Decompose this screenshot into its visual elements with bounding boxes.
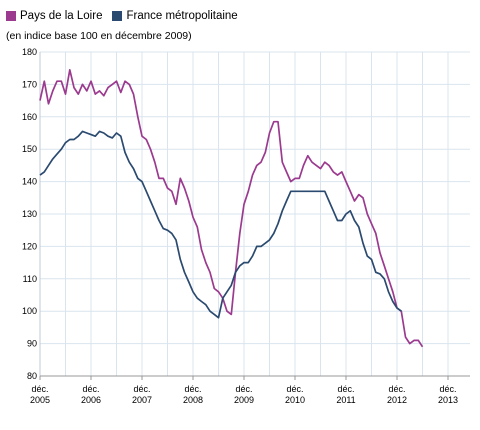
legend-label-france-metropolitaine: France métropolitaine [126, 10, 238, 22]
y-tick-label: 120 [22, 241, 37, 251]
x-tick-label-month: déc. [337, 384, 354, 394]
x-tick-label-year: 2010 [285, 395, 305, 405]
x-tick-label-year: 2009 [234, 395, 254, 405]
series-line-france-metropolitaine [39, 130, 402, 319]
x-tick-label-year: 2007 [132, 395, 152, 405]
y-tick-label: 80 [27, 371, 37, 381]
x-tick-label-month: déc. [286, 384, 303, 394]
x-tick-label-year: 2011 [336, 395, 355, 405]
y-tick-label: 100 [22, 306, 37, 316]
chart-subtitle: (en indice base 100 en décembre 2009) [6, 30, 192, 42]
x-tick-label-month: déc. [184, 384, 201, 394]
x-tick-label-month: déc. [133, 384, 150, 394]
y-tick-label: 110 [23, 274, 37, 284]
y-tick-label: 140 [22, 177, 37, 187]
y-tick-label: 90 [27, 339, 37, 349]
x-tick-label-month: déc. [82, 384, 99, 394]
x-tick-label-month: déc. [388, 384, 405, 394]
y-tick-label: 150 [22, 144, 37, 154]
y-tick-label: 180 [22, 47, 37, 57]
x-tick-label-month: déc. [439, 384, 456, 394]
legend-item-pays-de-la-loire: Pays de la Loire [6, 10, 102, 22]
x-tick-label-month: déc. [31, 384, 48, 394]
x-tick-label-year: 2006 [81, 395, 101, 405]
legend-swatch-pays-de-la-loire [6, 11, 16, 21]
y-tick-label: 160 [22, 112, 37, 122]
y-tick-label: 170 [22, 79, 37, 89]
x-tick-label-year: 2005 [30, 395, 50, 405]
x-tick-label-year: 2012 [387, 395, 407, 405]
legend-item-france-metropolitaine: France métropolitaine [112, 10, 238, 22]
legend: Pays de la Loire France métropolitaine [6, 8, 248, 24]
y-tick-label: 130 [22, 209, 37, 219]
legend-label-pays-de-la-loire: Pays de la Loire [20, 10, 103, 22]
legend-swatch-france-metropolitaine [112, 11, 123, 21]
series-line-pays-de-la-loire [39, 68, 424, 348]
x-tick-label-month: déc. [235, 384, 252, 394]
x-tick-label-year: 2013 [438, 395, 458, 405]
x-tick-label-year: 2008 [183, 395, 203, 405]
